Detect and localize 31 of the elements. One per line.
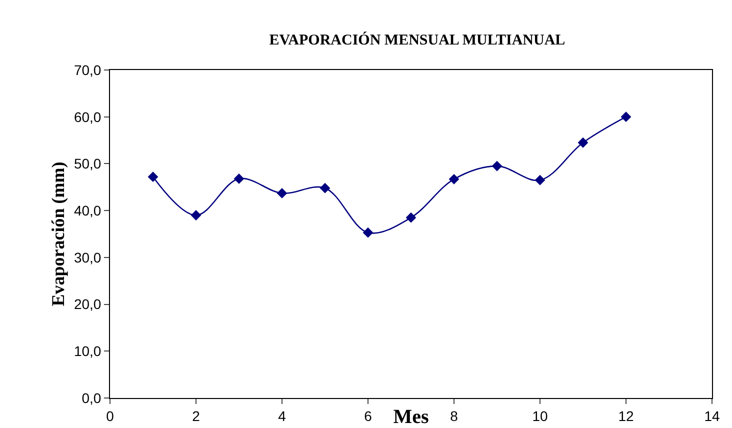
y-tick-label: 0,0 [82, 390, 102, 406]
x-tick-label: 2 [192, 408, 200, 424]
x-tick-label: 8 [450, 408, 458, 424]
point [534, 174, 546, 186]
point [578, 137, 588, 148]
x-tick-label: 10 [532, 408, 548, 424]
y-tick-label: 20,0 [74, 296, 102, 312]
point [448, 174, 460, 184]
x-axis-title: Mes [393, 406, 429, 428]
point [362, 227, 374, 238]
point [320, 182, 330, 194]
x-tick-label: 12 [618, 408, 634, 424]
y-tick-label: 60,0 [74, 108, 102, 125]
x-tick-label: 4 [278, 408, 286, 424]
y-tick-label: 40,0 [74, 202, 102, 218]
point [620, 112, 632, 122]
point [234, 174, 244, 184]
y-tick-label: 70,0 [74, 62, 102, 78]
point [492, 160, 502, 172]
point [190, 210, 202, 220]
x-tick-label: 6 [364, 408, 372, 424]
chart-title: EVAPORACIÓN MENSUAL MULTIANUAL [269, 32, 566, 49]
x-tick-label: 0 [106, 408, 114, 424]
point [148, 172, 158, 182]
x-tick-label: 14 [704, 408, 720, 424]
y-tick-label: 50,0 [74, 156, 102, 172]
y-axis-title: Evaporación (mm) [48, 162, 68, 306]
point [276, 188, 288, 198]
y-tick-label: 30,0 [74, 249, 102, 266]
point [406, 212, 416, 223]
y-tick-label: 10,0 [74, 343, 102, 360]
